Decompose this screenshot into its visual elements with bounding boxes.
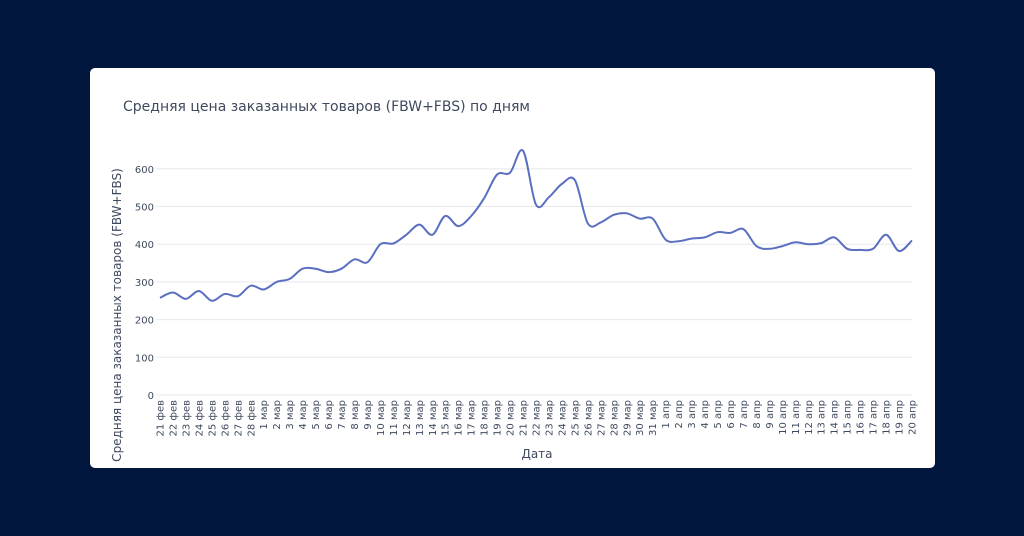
x-tick-label: 19 мар [493,400,504,436]
y-tick-label: 600 [135,165,154,176]
x-tick-label: 2 апр [674,400,685,429]
x-tick-label: 16 апр [856,400,867,435]
x-tick-label: 5 мар [311,400,322,430]
x-tick-label: 4 мар [298,400,309,430]
x-tick-label: 4 апр [700,400,711,429]
x-tick-label: 8 мар [350,400,361,430]
x-tick-label: 22 фев [168,400,179,437]
x-tick-label: 1 мар [259,400,270,430]
x-tick-label: 10 апр [778,400,789,435]
y-tick-label: 400 [135,240,154,251]
x-tick-label: 21 фев [156,400,167,437]
x-tick-label: 6 мар [324,400,335,430]
x-tick-label: 31 мар [648,400,659,436]
x-tick-label: 22 мар [532,400,543,436]
x-tick-label: 9 мар [363,400,374,430]
x-tick-label: 18 мар [480,400,491,436]
y-tick-label: 200 [135,316,154,327]
y-tick-label: 300 [135,278,154,289]
x-tick-label: 27 мар [596,400,607,436]
x-tick-label: 21 мар [519,400,530,436]
x-tick-label: 29 мар [622,400,633,436]
x-tick-label: 23 фев [181,400,192,437]
x-tick-label: 20 апр [908,400,919,435]
x-tick-label: 2 мар [272,400,283,430]
x-tick-label: 3 апр [687,400,698,429]
y-tick-label: 500 [135,203,154,214]
grid-lines [156,168,912,396]
x-tick-label: 13 апр [817,400,828,435]
x-tick-label: 3 мар [285,400,296,430]
x-tick-label: 27 фев [233,400,244,437]
x-tick-label: 15 апр [843,400,854,435]
x-tick-label: 30 мар [635,400,646,436]
x-tick-label: 14 апр [830,400,841,435]
x-tick-label: 6 апр [726,400,737,429]
x-tick-label: 12 мар [402,400,413,436]
chart-card: Средняя цена заказанных товаров (FBW+FBS… [90,68,935,468]
x-tick-label: 12 апр [804,400,815,435]
y-axis-label: Средняя цена заказанных товаров (FBW+FBS… [110,168,124,462]
x-tick-label: 24 мар [557,400,568,436]
x-tick-label: 5 апр [713,400,724,429]
x-tick-label: 11 апр [791,400,802,435]
x-tick-label: 25 мар [570,400,581,436]
x-tick-label: 24 фев [194,400,205,437]
x-axis-label: Дата [521,447,552,461]
y-tick-label: 0 [148,391,154,402]
y-axis-ticks: 0 100 200 300 400 500 600 [135,165,154,402]
x-tick-label: 26 фев [220,400,231,437]
line-chart: Средняя цена заказанных товаров (FBW+FBS… [110,99,919,462]
series-line [159,149,913,302]
x-tick-label: 13 мар [415,400,426,436]
x-tick-label: 17 мар [467,400,478,436]
x-tick-label: 1 апр [661,400,672,429]
x-tick-label: 15 мар [441,400,452,436]
x-tick-label: 17 апр [869,400,880,435]
x-tick-label: 28 мар [609,400,620,436]
y-tick-label: 100 [135,353,154,364]
x-tick-label: 23 мар [544,400,555,436]
x-tick-label: 7 мар [337,400,348,430]
x-axis-ticks: 21 фев 22 фев 23 фев 24 фев 25 фев 26 фев 27 ф… [156,400,919,437]
chart-title: Средняя цена заказанных товаров (FBW+FBS… [123,99,530,115]
x-tick-label: 19 апр [895,400,906,435]
x-tick-label: 16 мар [454,400,465,436]
x-tick-label: 7 апр [739,400,750,429]
x-tick-label: 18 апр [882,400,893,435]
x-tick-label: 10 мар [376,400,387,436]
x-tick-label: 25 фев [207,400,218,437]
x-tick-label: 14 мар [428,400,439,436]
x-tick-label: 28 фев [246,400,257,437]
x-tick-label: 20 мар [506,400,517,436]
x-tick-label: 26 мар [583,400,594,436]
x-tick-label: 11 мар [389,400,400,436]
x-tick-label: 8 апр [752,400,763,429]
x-tick-label: 9 апр [765,400,776,429]
